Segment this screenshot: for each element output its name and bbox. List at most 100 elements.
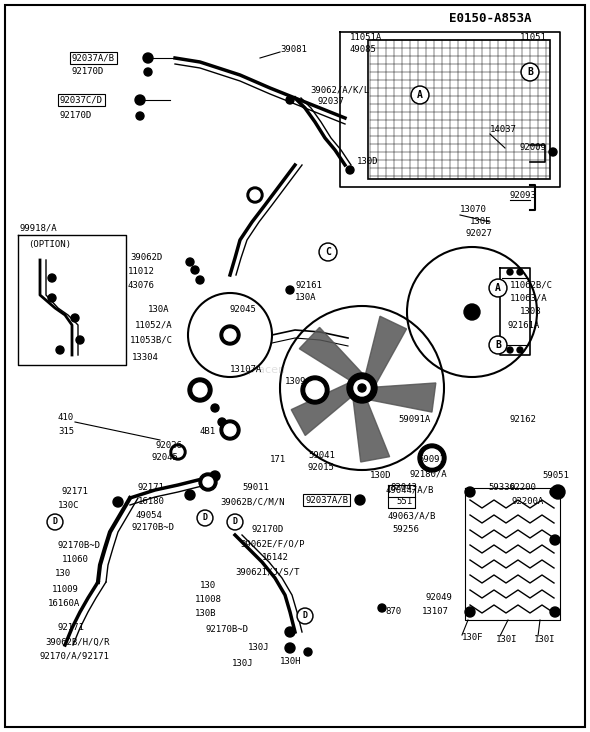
Text: 92037: 92037	[318, 97, 345, 106]
Circle shape	[253, 193, 257, 197]
Circle shape	[198, 512, 211, 525]
Text: 130F: 130F	[462, 633, 483, 643]
Text: E0150-A853A: E0150-A853A	[449, 12, 531, 24]
Circle shape	[185, 490, 195, 500]
Circle shape	[523, 64, 537, 80]
Text: 130H: 130H	[280, 657, 301, 667]
Text: D: D	[53, 518, 57, 526]
Text: 130: 130	[200, 581, 216, 591]
Circle shape	[224, 424, 236, 436]
Text: 11008: 11008	[195, 596, 222, 605]
Circle shape	[135, 95, 145, 105]
Circle shape	[507, 347, 513, 353]
Circle shape	[320, 244, 336, 260]
Text: 49044/A/B: 49044/A/B	[385, 485, 434, 495]
Circle shape	[549, 148, 557, 156]
Text: 92170B~D: 92170B~D	[205, 626, 248, 635]
Polygon shape	[362, 316, 407, 388]
Circle shape	[378, 604, 386, 612]
Text: 130: 130	[55, 569, 71, 578]
Text: 39062I/J/S/T: 39062I/J/S/T	[235, 567, 300, 577]
Circle shape	[196, 276, 204, 284]
Polygon shape	[353, 388, 389, 462]
Text: 16180: 16180	[138, 498, 165, 507]
Text: 13107: 13107	[422, 608, 449, 616]
Text: 92170B~D: 92170B~D	[58, 540, 101, 550]
Text: 92170D: 92170D	[72, 67, 104, 77]
Circle shape	[304, 648, 312, 656]
Circle shape	[247, 187, 263, 203]
Text: 92026: 92026	[155, 441, 182, 449]
Text: 551: 551	[396, 498, 412, 507]
Text: 13304: 13304	[132, 354, 159, 362]
Circle shape	[428, 454, 436, 462]
Text: D: D	[202, 514, 208, 523]
Text: 39062/A/K/L: 39062/A/K/L	[310, 86, 369, 94]
Circle shape	[301, 376, 329, 404]
Text: 130E: 130E	[470, 217, 491, 226]
Circle shape	[306, 381, 324, 399]
Text: 11053B/C: 11053B/C	[130, 335, 173, 345]
Circle shape	[490, 280, 506, 296]
Text: 92170D: 92170D	[60, 111, 92, 121]
Text: 13070: 13070	[460, 206, 487, 214]
Circle shape	[76, 336, 84, 344]
Circle shape	[507, 269, 513, 275]
Circle shape	[464, 304, 480, 320]
Circle shape	[411, 86, 429, 104]
Text: 11051: 11051	[520, 34, 547, 42]
Polygon shape	[362, 383, 436, 412]
Circle shape	[286, 286, 294, 294]
Text: 92045: 92045	[152, 454, 179, 463]
Circle shape	[71, 314, 79, 322]
Polygon shape	[299, 327, 362, 388]
Text: 92015: 92015	[308, 463, 335, 471]
Text: 4B1: 4B1	[200, 427, 216, 436]
Text: 92161A: 92161A	[508, 321, 540, 329]
Text: 13107A: 13107A	[230, 365, 262, 375]
Circle shape	[56, 346, 64, 354]
Circle shape	[228, 333, 232, 337]
Text: 92200A: 92200A	[512, 498, 544, 507]
Text: 130B: 130B	[520, 307, 542, 316]
Text: 130D: 130D	[357, 157, 379, 166]
Text: 130B: 130B	[195, 610, 217, 619]
Text: 92037C/D: 92037C/D	[60, 95, 103, 105]
Circle shape	[550, 487, 560, 497]
Text: 410: 410	[58, 414, 74, 422]
Circle shape	[346, 166, 354, 174]
Circle shape	[521, 63, 539, 81]
Polygon shape	[291, 384, 362, 436]
Circle shape	[517, 347, 523, 353]
Circle shape	[186, 258, 194, 266]
Circle shape	[193, 383, 207, 397]
Circle shape	[199, 473, 217, 491]
Circle shape	[412, 88, 428, 102]
Circle shape	[218, 418, 226, 426]
Circle shape	[490, 337, 506, 353]
Text: 14037: 14037	[490, 125, 517, 135]
Text: 130D: 130D	[370, 471, 392, 480]
Text: 130I: 130I	[496, 635, 517, 644]
Text: A: A	[417, 90, 423, 100]
Circle shape	[355, 495, 365, 505]
Circle shape	[48, 515, 61, 529]
Text: 92180/A: 92180/A	[410, 469, 448, 479]
Circle shape	[410, 250, 534, 374]
Text: 92170/A/92171: 92170/A/92171	[40, 651, 110, 660]
Circle shape	[203, 477, 213, 487]
Text: 11063/A: 11063/A	[510, 294, 548, 302]
Circle shape	[143, 53, 153, 63]
Text: 92170B~D: 92170B~D	[132, 523, 175, 532]
Text: 130A: 130A	[295, 294, 316, 302]
Text: 92009: 92009	[520, 143, 547, 152]
Circle shape	[297, 608, 313, 624]
Text: 130J: 130J	[248, 643, 270, 652]
Text: 59256: 59256	[392, 526, 419, 534]
Circle shape	[299, 610, 312, 622]
Text: 59091: 59091	[418, 455, 445, 465]
Circle shape	[311, 386, 319, 394]
Text: 99918/A: 99918/A	[20, 223, 58, 233]
Text: 92049: 92049	[425, 594, 452, 602]
Circle shape	[188, 378, 212, 402]
